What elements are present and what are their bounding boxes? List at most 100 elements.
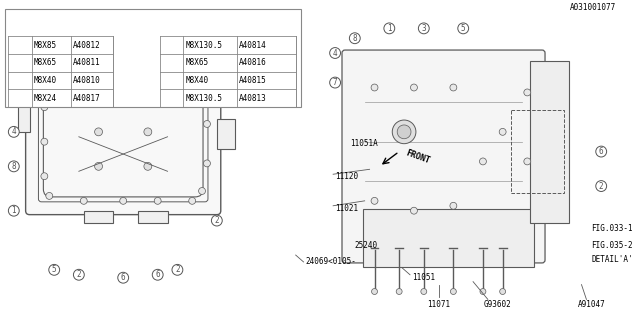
Text: 2: 2 [77,270,81,279]
Text: 2: 2 [214,216,219,225]
Text: 4: 4 [333,49,337,58]
Text: A40817: A40817 [73,94,100,103]
Text: 8: 8 [12,162,16,171]
Text: A40816: A40816 [239,58,266,68]
FancyBboxPatch shape [26,54,221,215]
Circle shape [165,75,176,86]
Circle shape [596,180,607,191]
Circle shape [165,58,176,68]
Text: M8X130.5: M8X130.5 [186,94,222,103]
Circle shape [118,272,129,283]
Circle shape [165,93,176,104]
Circle shape [419,23,429,34]
Text: A031001077: A031001077 [570,3,616,12]
Circle shape [198,188,205,195]
Text: 1: 1 [17,95,21,101]
Text: 5: 5 [52,49,56,58]
FancyBboxPatch shape [342,50,545,263]
Circle shape [165,40,176,51]
Circle shape [95,128,102,136]
Circle shape [41,173,48,180]
Text: 24069<0105-: 24069<0105- [305,258,356,267]
Circle shape [51,74,58,81]
Text: 6: 6 [168,78,173,84]
Circle shape [458,23,468,34]
Text: 4: 4 [17,42,21,48]
Text: FIG.033-1: FIG.033-1 [591,224,633,233]
Circle shape [85,69,92,76]
Text: 6: 6 [599,147,604,156]
Circle shape [120,64,127,71]
Text: A40810: A40810 [73,76,100,85]
Text: DETAIL'A': DETAIL'A' [591,255,633,264]
Circle shape [330,48,340,59]
Circle shape [13,75,24,86]
Circle shape [13,58,24,68]
Circle shape [204,121,211,127]
Circle shape [46,192,52,199]
Text: 11071: 11071 [427,300,450,309]
Text: M8X130.5: M8X130.5 [186,41,222,50]
Polygon shape [217,119,235,148]
Polygon shape [84,211,113,222]
Text: 1: 1 [12,206,16,215]
Circle shape [95,163,102,170]
Circle shape [154,197,161,204]
Text: 2: 2 [599,181,604,190]
Text: A40814: A40814 [239,41,266,50]
FancyBboxPatch shape [531,61,569,222]
Circle shape [500,289,506,294]
Circle shape [480,289,486,294]
Circle shape [8,92,19,103]
Circle shape [371,84,378,91]
Circle shape [74,269,84,280]
Circle shape [13,93,24,104]
FancyBboxPatch shape [22,66,29,85]
Circle shape [49,264,60,275]
Text: 3: 3 [17,60,21,66]
Circle shape [198,74,205,81]
Text: 11021: 11021 [335,204,358,213]
Circle shape [410,207,417,214]
Text: 5: 5 [461,24,465,33]
FancyBboxPatch shape [5,9,301,107]
Circle shape [330,77,340,88]
Circle shape [172,264,183,275]
Text: A40812: A40812 [73,41,100,50]
Text: 3: 3 [422,24,426,33]
Text: 5: 5 [92,49,96,58]
Circle shape [120,197,127,204]
Text: A40815: A40815 [239,76,266,85]
Circle shape [13,40,24,51]
Text: 5: 5 [168,95,173,101]
Circle shape [154,69,161,76]
Text: 7: 7 [12,93,16,102]
Circle shape [384,23,395,34]
Circle shape [204,160,211,167]
Text: FRONT: FRONT [44,51,68,60]
Text: 11120: 11120 [335,172,358,181]
Circle shape [144,163,152,170]
Circle shape [372,289,378,294]
Text: FIG.035-2: FIG.035-2 [591,241,633,250]
Circle shape [162,58,173,68]
Text: A40811: A40811 [73,58,100,68]
Text: 5: 5 [52,265,56,274]
Text: M8X24: M8X24 [33,94,56,103]
Text: M8X65: M8X65 [186,58,209,68]
Circle shape [211,215,222,226]
Circle shape [397,125,411,139]
Text: FRONT: FRONT [404,148,431,165]
Circle shape [479,158,486,165]
Circle shape [421,289,427,294]
Text: 2: 2 [175,265,180,274]
FancyBboxPatch shape [18,102,29,132]
Polygon shape [138,211,168,222]
Text: A40813: A40813 [239,94,266,103]
Circle shape [88,48,99,59]
Text: 1: 1 [387,24,392,33]
Circle shape [524,89,531,96]
Circle shape [41,138,48,145]
Circle shape [524,158,531,165]
Text: M8X40: M8X40 [186,76,209,85]
